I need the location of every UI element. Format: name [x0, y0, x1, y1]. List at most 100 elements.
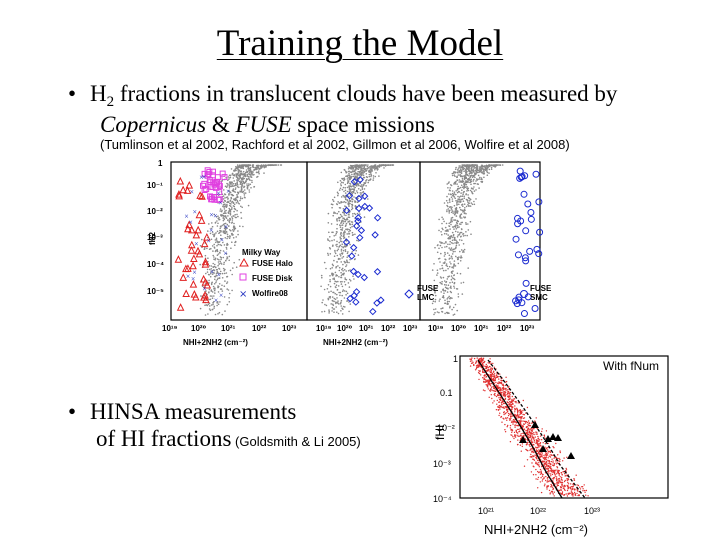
- scatter-dot: [346, 199, 349, 201]
- scatter-dot: [519, 427, 521, 430]
- marker-square: [201, 187, 208, 194]
- scatter-dot: [365, 179, 367, 182]
- scatter-dot: [345, 265, 347, 268]
- scatter-dot: [352, 164, 355, 167]
- model-curve-1: [477, 359, 563, 499]
- scatter-dot: [561, 473, 563, 476]
- scatter-dot: [245, 164, 248, 166]
- scatter-dot: [582, 488, 584, 490]
- scatter-dot: [358, 174, 360, 177]
- scatter-dot: [514, 426, 516, 428]
- scatter-dot: [465, 231, 467, 233]
- model-curve-2: [487, 359, 586, 499]
- scatter-dot: [280, 164, 283, 166]
- scatter-dot: [450, 287, 452, 289]
- scatter-dot: [337, 312, 340, 315]
- scatter-dot: [483, 381, 485, 383]
- scatter-dot: [447, 202, 449, 204]
- scatter-dot: [516, 432, 519, 434]
- scatter-dot: [333, 212, 335, 214]
- marker-triangle: [192, 230, 201, 239]
- scatter-dot: [470, 167, 473, 170]
- scatter-dot: [359, 189, 362, 191]
- scatter-dot: [507, 414, 510, 417]
- scatter-dot: [490, 164, 493, 166]
- scatter-dot: [557, 471, 560, 473]
- scatter-dot: [539, 435, 542, 437]
- scatter-dot: [209, 305, 211, 307]
- scatter-dot: [541, 465, 543, 468]
- scatter-dot: [219, 229, 221, 232]
- marker-circle: [512, 297, 520, 305]
- scatter-dot: [211, 225, 214, 228]
- scatter-dot: [497, 383, 499, 385]
- scatter-dot: [475, 172, 477, 175]
- scatter-dot: [343, 201, 346, 203]
- scatter-dot: [440, 231, 442, 233]
- scatter-dot: [469, 365, 472, 367]
- scatter-dot: [237, 192, 240, 195]
- scatter-dot: [473, 178, 475, 181]
- scatter-dot: [200, 295, 202, 297]
- marker-cross: ×: [217, 270, 222, 279]
- scatter-dot: [344, 192, 347, 194]
- scatter-dot: [212, 303, 214, 306]
- scatter-dot: [447, 234, 450, 236]
- scatter-dot: [553, 472, 556, 475]
- scatter-dot: [515, 430, 517, 432]
- scatter-dot: [506, 392, 509, 395]
- scatter-dot: [480, 168, 482, 171]
- scatter-dot: [374, 175, 377, 178]
- scatter-dot: [251, 181, 253, 184]
- scatter-dot: [451, 239, 454, 242]
- scatter-dot: [492, 362, 494, 365]
- scatter-dot: [536, 463, 539, 466]
- scatter-dot: [222, 198, 225, 200]
- scatter-dot: [480, 374, 482, 376]
- scatter-dot: [213, 307, 215, 309]
- scatter-dot: [348, 187, 351, 189]
- scatter-dot: [233, 226, 236, 228]
- scatter-dot: [346, 182, 349, 185]
- scatter-dot: [342, 178, 344, 180]
- scatter-dot: [358, 184, 360, 187]
- scatter-dot: [232, 202, 235, 204]
- scatter-dot: [214, 292, 216, 294]
- scatter-dot: [247, 184, 250, 187]
- scatter-dot: [332, 244, 334, 246]
- scatter-dot: [351, 234, 354, 236]
- scatter-dot: [357, 254, 360, 256]
- scatter-dot: [455, 224, 457, 226]
- marker-diamond: [373, 214, 382, 222]
- scatter-dot: [538, 454, 541, 456]
- scatter-dot: [544, 446, 546, 448]
- scatter-dot: [452, 210, 454, 213]
- scatter-dot: [463, 197, 466, 199]
- scatter-dot: [549, 456, 552, 458]
- data-triangle: [554, 434, 562, 441]
- scatter-dot: [587, 495, 589, 497]
- scatter-dot: [453, 228, 455, 230]
- scatter-dot: [341, 215, 343, 218]
- scatter-dot: [462, 200, 465, 202]
- fig2-ytick-2: 0.1: [440, 388, 453, 398]
- scatter-dot: [523, 423, 526, 425]
- scatter-dot: [545, 475, 547, 478]
- scatter-dot: [439, 298, 441, 301]
- scatter-dot: [475, 165, 478, 168]
- scatter-dot: [572, 488, 574, 490]
- scatter-dot: [449, 237, 452, 240]
- marker-cross: ×: [202, 285, 207, 294]
- p3-xtick-5: 10²³: [520, 324, 535, 333]
- scatter-dot: [451, 257, 454, 260]
- scatter-dot: [249, 164, 251, 166]
- scatter-dot: [523, 417, 526, 419]
- scatter-dot: [349, 182, 351, 185]
- scatter-dot: [454, 303, 457, 306]
- scatter-dot: [329, 253, 332, 255]
- scatter-dot: [355, 176, 358, 179]
- p2-xtick-4: 10²²: [381, 324, 396, 333]
- scatter-dot: [452, 193, 455, 196]
- scatter-dot: [483, 176, 485, 179]
- scatter-dot: [493, 375, 496, 377]
